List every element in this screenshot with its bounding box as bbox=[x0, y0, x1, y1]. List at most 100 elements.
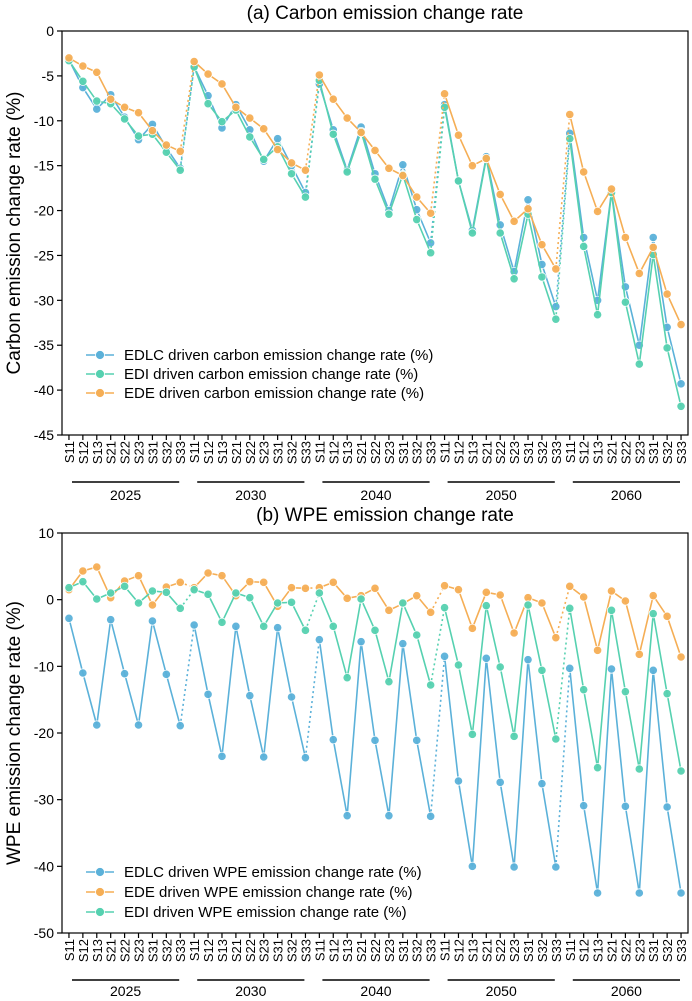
data-point bbox=[481, 153, 491, 164]
legend-label: EDI driven WPE emission change rate (%) bbox=[124, 904, 407, 921]
data-point bbox=[398, 598, 408, 608]
x-tick-label: S11 bbox=[312, 441, 327, 463]
data-point bbox=[175, 603, 185, 613]
data-point bbox=[217, 571, 227, 581]
data-point bbox=[175, 721, 185, 731]
data-point bbox=[259, 577, 269, 587]
data-point bbox=[328, 621, 338, 631]
data-point bbox=[509, 216, 519, 226]
data-point bbox=[133, 108, 144, 118]
chart-title: (b) WPE emission change rate bbox=[256, 505, 514, 526]
data-point bbox=[537, 598, 547, 608]
x-tick-label: S12 bbox=[451, 939, 466, 962]
group-label: 2060 bbox=[611, 487, 642, 503]
legend-label: EDE driven WPE emission change rate (%) bbox=[124, 884, 412, 901]
data-point bbox=[412, 214, 422, 225]
x-tick-label: S32 bbox=[410, 939, 425, 962]
data-point bbox=[273, 623, 283, 633]
x-tick-label: S12 bbox=[76, 939, 91, 962]
group-label: 2025 bbox=[110, 983, 141, 999]
x-tick-label: S23 bbox=[382, 441, 397, 464]
data-point bbox=[439, 651, 450, 661]
x-tick-label: S31 bbox=[271, 939, 286, 962]
data-point bbox=[328, 129, 338, 139]
y-tick-label: -30 bbox=[34, 292, 54, 308]
x-tick-label: S13 bbox=[90, 441, 105, 464]
group-label: 2040 bbox=[360, 983, 391, 999]
data-point bbox=[328, 735, 338, 745]
data-point bbox=[147, 586, 158, 596]
data-point bbox=[120, 581, 130, 591]
data-point bbox=[231, 588, 241, 598]
x-tick-label: S32 bbox=[285, 939, 300, 962]
y-tick-label: -35 bbox=[34, 337, 54, 353]
data-point bbox=[412, 591, 422, 601]
data-point bbox=[579, 801, 589, 811]
x-tick-label: S22 bbox=[118, 441, 133, 464]
data-point bbox=[509, 731, 519, 741]
y-tick-label: -10 bbox=[34, 658, 54, 674]
data-point bbox=[648, 242, 658, 252]
y-tick-label: -15 bbox=[34, 158, 54, 174]
x-tick-label: S32 bbox=[535, 939, 550, 962]
x-tick-label: S32 bbox=[159, 939, 174, 962]
x-tick-label: S33 bbox=[549, 939, 564, 962]
x-tick-label: S33 bbox=[173, 441, 188, 464]
data-point bbox=[384, 677, 394, 687]
data-point bbox=[78, 668, 88, 678]
x-tick-label: S22 bbox=[118, 939, 133, 962]
x-tick-label: S21 bbox=[604, 939, 619, 962]
x-tick-label: S22 bbox=[243, 939, 258, 962]
data-point bbox=[606, 605, 617, 615]
series-line bbox=[318, 592, 432, 686]
group-label: 2060 bbox=[611, 983, 642, 999]
group-label: 2050 bbox=[486, 487, 517, 503]
data-point bbox=[412, 192, 422, 202]
x-tick-label: S23 bbox=[507, 939, 522, 962]
x-tick-label: S22 bbox=[618, 939, 633, 962]
series-2 bbox=[64, 577, 686, 776]
x-tick-label: S11 bbox=[62, 441, 77, 463]
series-0 bbox=[64, 55, 686, 389]
data-point bbox=[495, 590, 505, 600]
data-point bbox=[314, 588, 324, 598]
data-point bbox=[453, 176, 464, 186]
x-tick-label: S33 bbox=[674, 441, 689, 464]
data-point bbox=[398, 639, 408, 649]
data-point bbox=[286, 583, 297, 593]
data-point bbox=[384, 163, 394, 173]
data-point bbox=[245, 593, 255, 603]
data-point bbox=[328, 94, 338, 104]
data-point bbox=[426, 208, 436, 218]
legend-marker bbox=[95, 369, 105, 379]
data-point bbox=[64, 53, 74, 63]
data-point bbox=[300, 165, 311, 175]
y-tick-label: 0 bbox=[46, 23, 54, 39]
y-tick-label: -10 bbox=[34, 113, 54, 129]
data-point bbox=[509, 628, 519, 638]
series-connector bbox=[429, 656, 446, 817]
data-point bbox=[453, 776, 464, 786]
data-point bbox=[78, 61, 88, 71]
data-point bbox=[120, 102, 130, 112]
data-point bbox=[133, 720, 144, 730]
series-connector bbox=[304, 639, 321, 758]
legend-label: EDLC driven carbon emission change rate … bbox=[124, 347, 433, 364]
data-point bbox=[620, 687, 631, 697]
series-line bbox=[318, 80, 432, 254]
x-tick-label: S21 bbox=[229, 939, 244, 962]
data-point bbox=[467, 161, 477, 171]
data-point bbox=[662, 689, 672, 699]
x-tick-label: S32 bbox=[285, 441, 300, 464]
y-axis-label: Carbon emission change rate (%) bbox=[4, 91, 25, 374]
data-point bbox=[342, 593, 352, 603]
x-tick-label: S21 bbox=[354, 939, 369, 962]
y-tick-label: -5 bbox=[42, 68, 55, 84]
data-point bbox=[662, 611, 672, 621]
data-point bbox=[370, 625, 380, 635]
chart-title: (a) Carbon emission change rate bbox=[247, 3, 524, 24]
data-point bbox=[189, 620, 199, 630]
x-tick-label: S13 bbox=[90, 939, 105, 962]
data-point bbox=[342, 673, 352, 683]
x-tick-label: S33 bbox=[424, 939, 439, 962]
